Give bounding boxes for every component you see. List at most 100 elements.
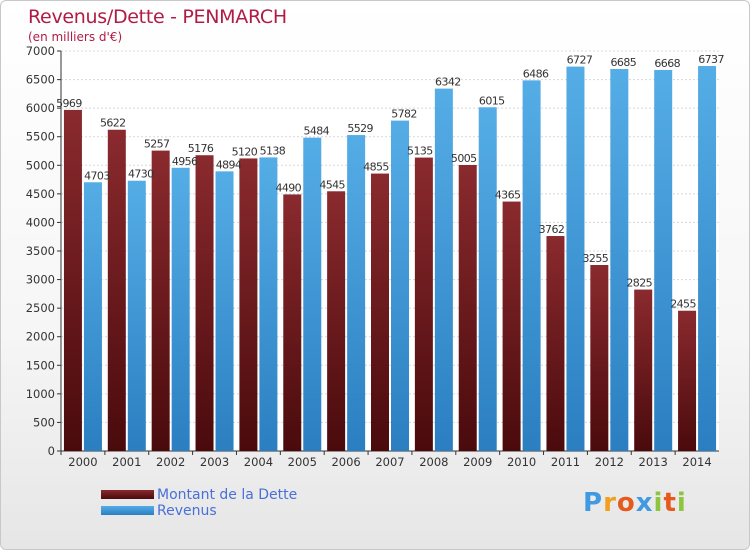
bar-revenue [566, 66, 585, 451]
data-label-revenue: 4703 [84, 169, 110, 182]
x-tick-label: 2007 [375, 455, 404, 469]
x-tick-label: 2006 [331, 455, 360, 469]
legend-swatch-debt [101, 490, 154, 499]
bar-debt [283, 194, 302, 451]
data-label-revenue: 6342 [435, 76, 461, 89]
bar-debt [678, 310, 697, 451]
data-label-revenue: 6015 [479, 94, 505, 107]
logo-letter: P [583, 488, 604, 518]
bar-revenue [303, 137, 322, 451]
bar-revenue [478, 107, 497, 452]
chart-subtitle: (en milliers d'€) [28, 30, 123, 44]
x-tick-label: 2005 [288, 455, 317, 469]
data-label-revenue: 5484 [303, 125, 329, 138]
bar-revenue [698, 66, 717, 452]
bar-revenue [347, 135, 366, 452]
y-tick-label: 6000 [26, 101, 55, 115]
logo-letter: i [653, 488, 664, 518]
y-tick-label: 1500 [26, 358, 55, 372]
data-label-revenue: 6685 [611, 56, 637, 69]
bar-revenue [83, 182, 102, 451]
data-label-debt: 2825 [626, 277, 652, 290]
data-label-debt: 3762 [539, 223, 565, 236]
data-label-debt: 3255 [583, 252, 609, 265]
bar-debt [63, 109, 82, 452]
y-tick-label: 1000 [26, 387, 55, 401]
x-tick-label: 2001 [112, 455, 141, 469]
y-tick-label: 5000 [26, 158, 55, 172]
x-tick-label: 2008 [419, 455, 448, 469]
bar-revenue [610, 69, 629, 451]
data-label-revenue: 4894 [216, 158, 242, 171]
y-tick-label: 3500 [26, 244, 55, 258]
logo-letter: t [663, 488, 677, 518]
logo-letter: i [676, 488, 687, 518]
proxiti-logo: Proxiti [583, 488, 687, 518]
data-label-revenue: 5529 [347, 122, 373, 135]
y-tick-label: 0 [48, 444, 55, 458]
y-tick-label: 2500 [26, 301, 55, 315]
data-label-debt: 5622 [100, 117, 126, 130]
bar-debt [414, 157, 433, 452]
data-label-revenue: 5782 [391, 108, 417, 121]
bar-revenue [127, 180, 146, 451]
x-tick-label: 2010 [507, 455, 536, 469]
bar-revenue [434, 88, 453, 451]
legend-swatch-revenue [101, 506, 154, 515]
legend-label-revenue: Revenus [157, 503, 217, 519]
data-label-revenue: 6737 [698, 53, 724, 66]
data-label-debt: 5120 [232, 145, 258, 158]
logo-letter: r [603, 488, 617, 518]
y-tick-label: 3000 [26, 273, 55, 287]
data-label-debt: 5135 [407, 145, 433, 158]
bar-debt [327, 191, 346, 452]
x-tick-label: 2011 [551, 455, 580, 469]
data-label-debt: 5005 [451, 152, 477, 165]
bar-revenue [215, 171, 234, 452]
bar-debt [195, 155, 214, 451]
data-label-revenue: 6486 [523, 67, 549, 80]
data-label-debt: 4855 [363, 161, 389, 174]
x-tick-label: 2004 [244, 455, 273, 469]
x-tick-label: 2003 [200, 455, 229, 469]
bar-revenue [259, 157, 278, 451]
data-label-revenue: 6727 [567, 54, 593, 67]
y-tick-label: 4000 [26, 215, 55, 229]
data-label-debt: 4365 [495, 189, 521, 202]
data-label-revenue: 6668 [654, 57, 680, 70]
data-label-debt: 2455 [670, 298, 696, 311]
data-label-debt: 5176 [188, 142, 214, 155]
x-tick-label: 2014 [682, 455, 711, 469]
x-tick-label: 2009 [463, 455, 492, 469]
data-label-debt: 5969 [56, 97, 82, 110]
bar-debt [239, 158, 258, 451]
y-tick-label: 5500 [26, 130, 55, 144]
data-label-debt: 4490 [275, 181, 301, 194]
x-tick-label: 2012 [595, 455, 624, 469]
data-label-debt: 5257 [144, 138, 170, 151]
y-tick-label: 6500 [26, 73, 55, 87]
bar-debt [546, 236, 565, 451]
bar-debt [590, 265, 609, 451]
bar-revenue [171, 167, 190, 452]
x-tick-label: 2000 [68, 455, 97, 469]
data-label-revenue: 5138 [260, 144, 286, 157]
bar-debt [634, 289, 653, 451]
data-label-revenue: 4730 [128, 168, 154, 181]
bar-revenue [654, 69, 673, 451]
y-tick-label: 500 [33, 415, 55, 429]
logo-letter: o [616, 488, 636, 518]
y-tick-label: 2000 [26, 330, 55, 344]
bar-revenue [391, 120, 409, 451]
bar-debt [458, 165, 477, 451]
data-label-debt: 4545 [319, 178, 345, 191]
bar-debt [502, 201, 521, 451]
y-tick-label: 7000 [26, 44, 55, 58]
bar-debt [107, 129, 126, 451]
legend-label-debt: Montant de la Dette [157, 487, 298, 503]
bar-debt [151, 150, 170, 451]
data-label-revenue: 4956 [172, 155, 198, 168]
chart-title: Revenus/Dette - PENMARCH [28, 6, 287, 28]
